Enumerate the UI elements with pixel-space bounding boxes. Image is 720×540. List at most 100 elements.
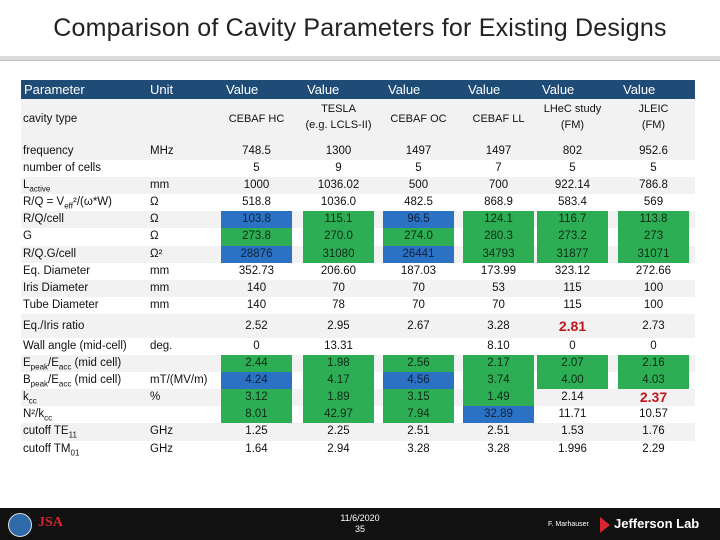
jefferson-lab-logo: Jefferson Lab — [614, 516, 700, 531]
row-label: Eq. Diameter — [23, 264, 91, 277]
header-parameter: Parameter — [21, 80, 149, 99]
row-value: 1497 — [485, 145, 512, 157]
row-value: 8.10 — [487, 339, 510, 352]
footer-date: 11/6/2020 35 — [320, 513, 400, 535]
row-value: 273.2 — [537, 228, 608, 246]
row-value: 31071 — [618, 245, 689, 263]
row-value: 31877 — [537, 245, 608, 263]
row-value: 569 — [643, 196, 664, 209]
row-value: 2.51 — [487, 425, 510, 438]
header-value-4: Value — [468, 82, 501, 97]
table-row: cutoff TM01 GHz 1.64 2.94 3.28 3.28 1.996 2.29 — [21, 441, 695, 458]
row-value: 206.60 — [320, 264, 357, 277]
row-value: 500 — [408, 179, 429, 192]
row-label: G — [23, 230, 32, 243]
header-value-6: Value — [623, 82, 656, 97]
jefferson-lab-logo-icon — [600, 517, 610, 533]
row-label: Iris Diameter — [23, 281, 89, 294]
row-value: 1.76 — [642, 425, 665, 438]
row-value — [383, 338, 454, 355]
row-value: 53 — [492, 281, 505, 294]
row-value: 1036.02 — [317, 179, 360, 192]
parameter-table: Parameter Unit Value Value Value Value V… — [21, 80, 695, 457]
slide-title: Comparison of Cavity Parameters for Exis… — [53, 14, 667, 42]
row-unit: mT/(MV/m) — [150, 374, 208, 387]
row-value: 270.0 — [303, 228, 374, 246]
row-label: kcc — [23, 391, 37, 406]
row-value: 2.94 — [327, 442, 350, 455]
row-label: cutoff TM01 — [23, 442, 80, 457]
footer-author: F. Marhauser — [548, 521, 589, 528]
highlighted-value: 2.37 — [639, 389, 668, 406]
cavity-type-note: (FM) — [641, 119, 666, 131]
table-row: R/Q/cell Ω 103.8 115.1 96.5 124.1 116.7 113.8 — [21, 211, 695, 229]
row-value: 2.17 — [463, 355, 534, 373]
row-value: 115 — [563, 298, 582, 311]
row-value: 3.28 — [487, 319, 510, 332]
header-value-2: Value — [307, 82, 340, 97]
row-value: 748.5 — [242, 145, 271, 157]
table-row: Lactive mm 1000 1036.02 500 700 922.14 786.8 — [21, 177, 695, 195]
header-value-5: Value — [542, 82, 575, 97]
row-value: 5 — [569, 162, 576, 175]
header-value-1: Value — [226, 82, 259, 97]
row-value: 100 — [643, 281, 664, 294]
row-value: 26441 — [383, 245, 454, 263]
row-value: 786.8 — [639, 179, 668, 192]
row-value: 3.12 — [221, 389, 292, 407]
row-unit: mm — [150, 264, 170, 277]
row-value: 9 — [335, 162, 342, 175]
row-value: 273.8 — [221, 228, 292, 246]
row-value: 187.03 — [400, 264, 437, 277]
row-unit: GHz — [150, 442, 173, 455]
footer-date-text: 11/6/2020 — [340, 513, 380, 523]
row-label: R/Q = Veff²/(ω*W) — [23, 196, 112, 211]
row-value: 5 — [650, 162, 657, 175]
row-value: 2.56 — [383, 355, 454, 373]
row-label: Eq./Iris ratio — [23, 319, 85, 332]
row-unit: MHz — [150, 145, 174, 157]
title-underline-thin — [0, 60, 720, 61]
row-value: 2.14 — [561, 391, 584, 404]
row-value: 1300 — [325, 145, 352, 157]
table-row: number of cells 5 9 5 7 5 5 — [21, 160, 695, 177]
row-value: 100 — [643, 298, 664, 311]
row-unit: deg. — [150, 339, 173, 352]
row-value: 70 — [412, 298, 425, 311]
row-value: 31080 — [303, 245, 374, 263]
table-row: R/Q = Veff²/(ω*W) Ω 518.8 1036.0 482.5 868.9 5… — [21, 194, 695, 211]
row-value: 42.97 — [303, 406, 374, 424]
row-value: 8.01 — [221, 406, 292, 424]
row-value: 140 — [246, 281, 267, 294]
row-value: 113.8 — [618, 211, 689, 229]
row-value: 10.57 — [639, 408, 668, 421]
row-value: 5 — [415, 162, 422, 175]
row-value: 1.98 — [303, 355, 374, 373]
table-row: Iris Diameter mm 140 70 70 53 115 100 — [21, 279, 695, 297]
row-label: Bpeak/Eacc (mid cell) — [23, 374, 122, 389]
row-value: 2.44 — [221, 355, 292, 373]
row-value: 103.8 — [221, 211, 292, 229]
row-value: 0 — [650, 339, 657, 352]
header-values-band — [217, 80, 695, 99]
row-value: 5 — [253, 162, 260, 175]
row-label: frequency — [23, 145, 74, 157]
row-value: 0 — [253, 339, 260, 352]
row-value: 34793 — [463, 245, 534, 263]
table-row: kcc% 3.12 1.89 3.15 1.49 2.14 2.37 — [21, 389, 695, 407]
row-value: 868.9 — [484, 196, 513, 209]
table-row: Eq. Diameter mm 352.73 206.60 187.03 173.99 32… — [21, 263, 695, 280]
row-value: 4.17 — [303, 372, 374, 390]
row-unit: mm — [150, 281, 170, 294]
row-value: 70 — [492, 298, 505, 311]
row-label: R/Q/cell — [23, 213, 64, 226]
doe-seal-icon — [8, 513, 32, 537]
table-row: G Ω 273.8 270.0 274.0 280.3 273.2 273 — [21, 228, 695, 246]
row-value: 1.996 — [558, 442, 587, 455]
row-value: 7.94 — [383, 406, 454, 424]
row-value: 28876 — [221, 245, 292, 263]
row-value: 3.28 — [407, 442, 430, 455]
row-label: Epeak/Eacc (mid cell) — [23, 357, 122, 372]
row-value: 323.12 — [554, 264, 591, 277]
cavity-type-name: CEBAF HC — [228, 113, 285, 125]
